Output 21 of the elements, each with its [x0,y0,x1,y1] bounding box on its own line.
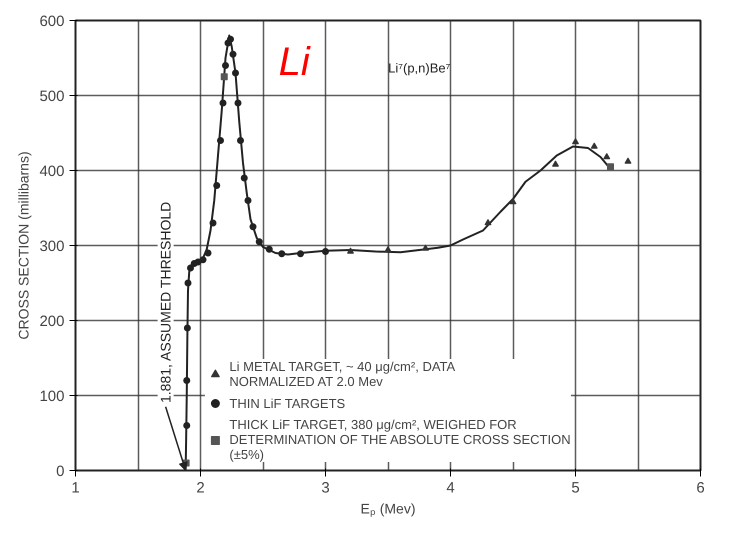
x-tick-label: 2 [196,480,205,496]
annotation: 1.881, ASSUMED THRESHOLD [158,202,174,403]
x-tick-label: 5 [571,480,580,496]
legend-label: THICK LiF TARGET, 380 μg/cm², WEIGHED FOR DETERMINATION OF THE ABSOLUTE CROSS SECTION (±5%) [229,417,571,462]
legend-label: THIN LiF TARGETS [229,396,346,410]
annotation: Li [278,40,311,84]
x-axis-title: Eₚ (Mev) [360,500,416,518]
y-tick-label: 100 [39,388,65,405]
legend-label: Li METAL TARGET, ~ 40 μg/cm², DATA NORMALIZED AT 2.0 Mev [229,359,456,389]
x-tick-label: 6 [696,480,705,496]
annotation: Li⁷(p,n)Be⁷ [388,60,451,76]
x-tick-label: 3 [321,480,330,496]
y-tick-label: 300 [39,238,65,255]
y-tick-label: 600 [39,13,65,30]
x-tick-label: 1 [71,480,80,496]
y-axis-title: CROSS SECTION (millibarns) [15,151,32,340]
y-tick-label: 200 [39,313,65,330]
y-tick-label: 500 [39,88,65,105]
x-tick-label: 4 [446,480,455,496]
y-tick-label: 400 [39,163,65,180]
y-tick-label: 0 [56,463,64,480]
